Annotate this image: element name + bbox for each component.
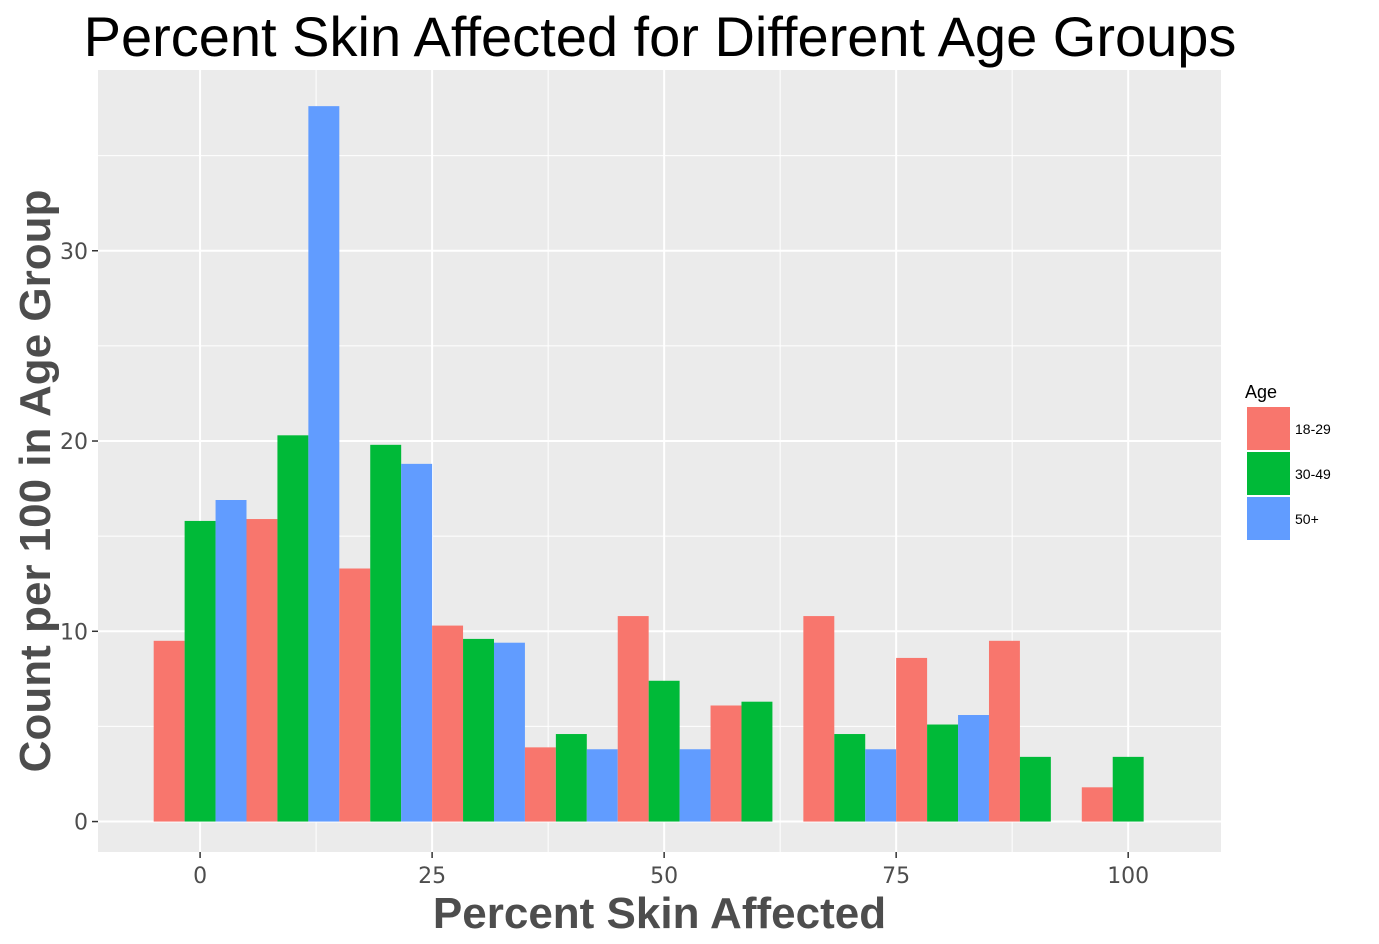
- bar-30-49: [927, 724, 959, 822]
- legend: Age 18-29 30-49 50+: [1245, 382, 1331, 540]
- bar-18-29: [896, 657, 928, 822]
- bar-30-49: [1112, 756, 1144, 822]
- legend-label-18-29: 18-29: [1295, 421, 1331, 437]
- bar-50+: [493, 642, 525, 822]
- bar-18-29: [803, 616, 835, 822]
- y-tick-label: 10: [60, 620, 88, 645]
- x-tick-label: 75: [882, 864, 910, 889]
- bar-18-29: [524, 747, 556, 822]
- bar-30-49: [834, 734, 866, 822]
- bar-18-29: [339, 568, 371, 822]
- y-tick-label: 20: [60, 430, 88, 455]
- bar-30-49: [277, 435, 309, 822]
- bar-18-29: [246, 519, 278, 822]
- bar-18-29: [153, 640, 185, 822]
- bars-group: [153, 106, 1144, 822]
- legend-key-18-29: [1247, 407, 1290, 450]
- bar-30-49: [463, 638, 494, 822]
- bar-30-49: [184, 520, 216, 822]
- legend-label-30-49: 30-49: [1295, 466, 1331, 482]
- x-tick-label: 0: [193, 864, 207, 889]
- legend-title: Age: [1245, 382, 1277, 402]
- bar-30-49: [741, 701, 773, 822]
- x-tick-label: 50: [650, 864, 678, 889]
- bar-18-29: [1081, 787, 1113, 822]
- bar-30-49: [555, 734, 587, 822]
- y-tick-label: 0: [74, 811, 88, 836]
- legend-key-50+: [1247, 497, 1290, 540]
- bar-18-29: [617, 616, 649, 822]
- legend-key-30-49: [1247, 452, 1290, 495]
- bar-50+: [679, 749, 711, 822]
- axes-group: 0 25 50 75 100 0 10 20 30: [60, 240, 1149, 889]
- y-axis-title: Count per 100 in Age Group: [11, 190, 60, 773]
- bar-18-29: [432, 625, 464, 822]
- y-tick-label: 30: [60, 240, 88, 265]
- chart-title: Percent Skin Affected for Different Age …: [83, 5, 1237, 68]
- bar-50+: [401, 463, 433, 822]
- bar-50+: [215, 500, 247, 822]
- bar-30-49: [1019, 756, 1051, 822]
- x-axis-title: Percent Skin Affected: [433, 889, 886, 938]
- bar-50+: [586, 749, 618, 822]
- bar-30-49: [648, 680, 680, 822]
- bar-50+: [308, 106, 340, 822]
- bar-18-29: [988, 640, 1020, 822]
- bar-30-49: [370, 444, 402, 822]
- legend-label-50+: 50+: [1295, 511, 1319, 527]
- x-tick-label: 100: [1107, 864, 1149, 889]
- bar-50+: [865, 749, 897, 822]
- bar-18-29: [710, 705, 742, 822]
- bar-50+: [958, 715, 989, 822]
- x-tick-label: 25: [418, 864, 446, 889]
